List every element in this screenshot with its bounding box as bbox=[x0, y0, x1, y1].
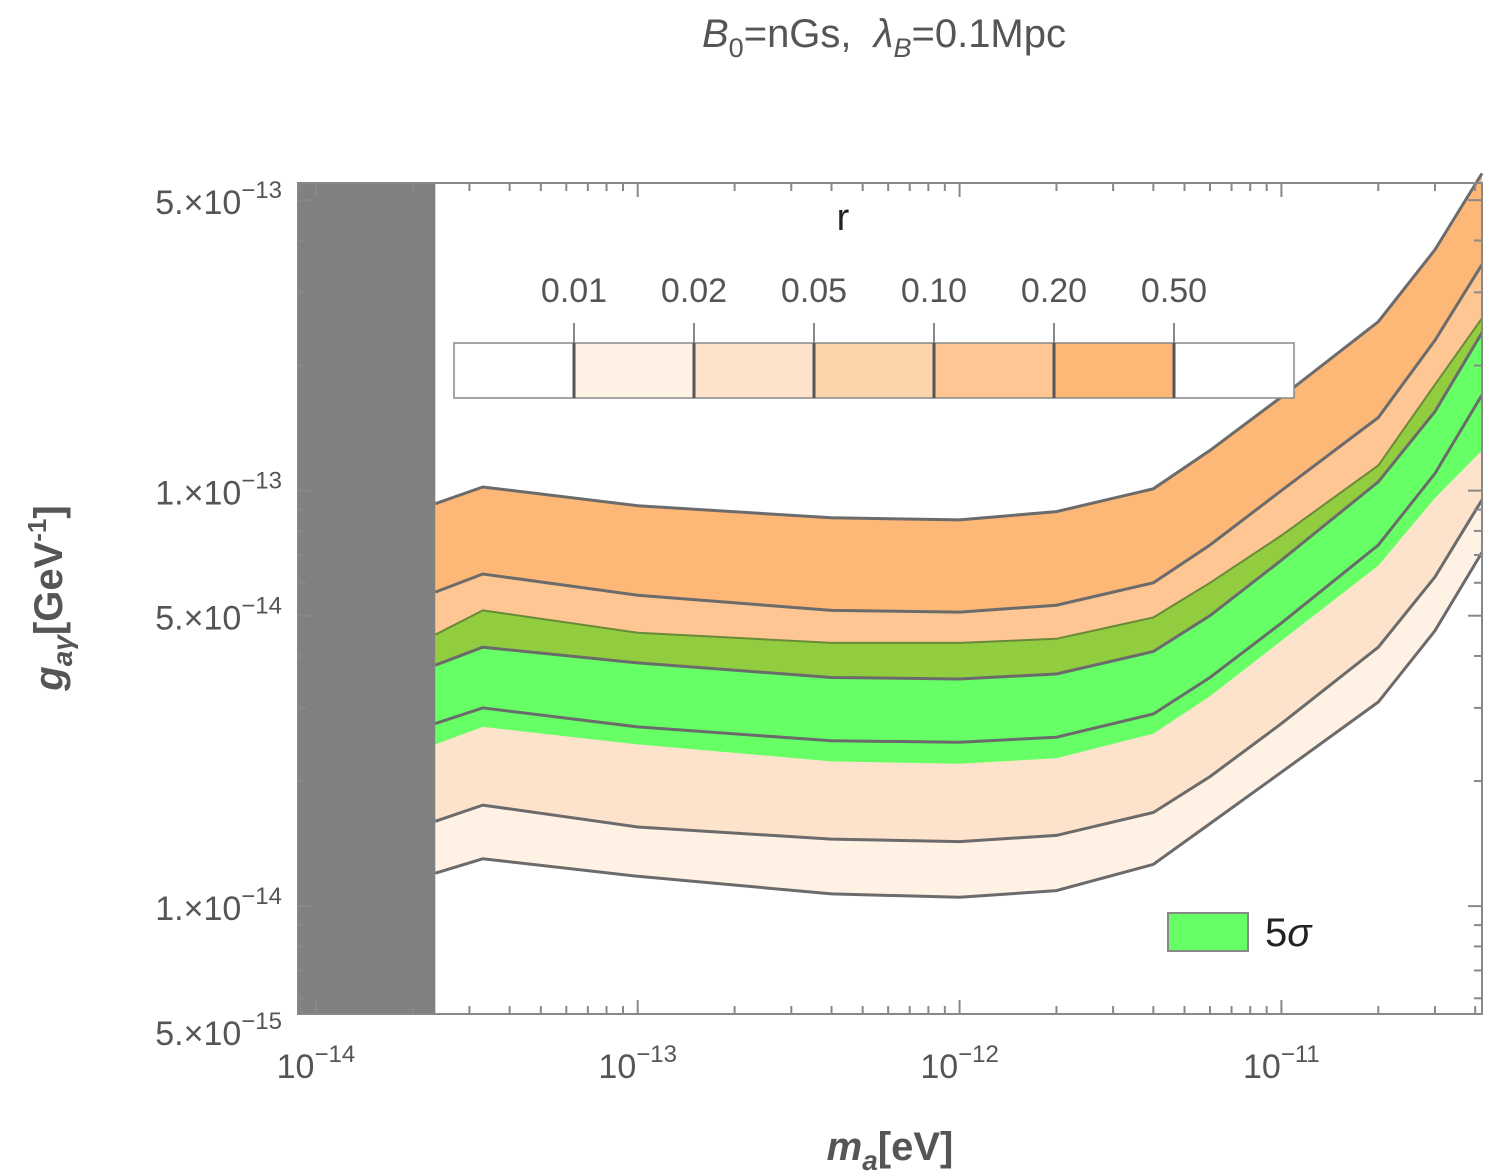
colorbar-swatch bbox=[814, 343, 934, 398]
legend: 5σ bbox=[1167, 911, 1313, 955]
colorbar-border bbox=[453, 342, 1295, 399]
chart-title: B0=nGs, λB=0.1Mpc bbox=[702, 12, 1066, 63]
contour-band-0.02 bbox=[435, 394, 1482, 842]
x-axis-title: ma[eV] bbox=[827, 1125, 954, 1172]
colorbar-label: 0.20 bbox=[1021, 272, 1087, 310]
x-tick-label: 10−14 bbox=[277, 1041, 356, 1086]
colorbar-label: 0.01 bbox=[541, 272, 607, 310]
sigma5-band-lower bbox=[435, 332, 1482, 764]
contour-line-0.01 bbox=[434, 551, 1484, 899]
excluded-region bbox=[298, 183, 436, 1014]
colorbar: r 0.01 0.02 0.05 0.10 0.20 0.50 bbox=[453, 197, 1295, 399]
contour-line-0.20 bbox=[434, 263, 1484, 614]
colorbar-label: 0.05 bbox=[781, 272, 847, 310]
y-tick-label: 5.×10−15 bbox=[155, 1008, 282, 1053]
colorbar-label: 0.10 bbox=[901, 272, 967, 310]
colorbar-label: 0.50 bbox=[1141, 272, 1207, 310]
y-tick-label: 5.×10−14 bbox=[155, 593, 282, 638]
x-tick-label: 10−11 bbox=[1243, 1041, 1320, 1086]
colorbar-label: 0.02 bbox=[661, 272, 727, 310]
x-tick-label: 10−12 bbox=[920, 1041, 999, 1086]
x-tick-label: 10−13 bbox=[598, 1041, 677, 1086]
colorbar-swatch bbox=[934, 343, 1054, 398]
contour-band-0.20 bbox=[435, 173, 1482, 613]
plot-frame bbox=[297, 182, 1483, 1015]
colorbar-swatch bbox=[1174, 343, 1294, 398]
sigma5-upper-edge bbox=[434, 317, 1483, 644]
axis-ticks bbox=[298, 183, 1482, 1014]
legend-label-5sigma: 5σ bbox=[1265, 911, 1313, 955]
y-tick-label: 1.×10−13 bbox=[155, 468, 282, 513]
y-tick-labels: 5.×10−13 1.×10−13 5.×10−14 1.×10−14 5.×1… bbox=[155, 177, 282, 1053]
sigma5-band bbox=[434, 317, 1483, 764]
contour-line-0.50 bbox=[434, 172, 1484, 522]
y-tick-label: 5.×10−13 bbox=[155, 177, 282, 222]
sigma5-band-upper bbox=[435, 318, 1482, 679]
colorbar-swatch bbox=[574, 343, 694, 398]
colorbar-swatch bbox=[454, 343, 574, 398]
contour-line-0.02 bbox=[434, 499, 1484, 844]
legend-swatch-5sigma bbox=[1167, 912, 1249, 952]
colorbar-title: r bbox=[837, 197, 850, 239]
colorbar-swatch bbox=[1054, 343, 1174, 398]
contour-line-0.05 bbox=[434, 394, 1484, 744]
contour-lines bbox=[434, 172, 1484, 899]
x-tick-labels: 10−14 10−13 10−12 10−11 bbox=[277, 1041, 1320, 1086]
colorbar-swatch bbox=[694, 343, 814, 398]
colorbar-swatches bbox=[453, 323, 1295, 399]
y-axis-title: gaγ[GeV-1] bbox=[22, 505, 78, 691]
contour-line-0.10 bbox=[434, 331, 1484, 681]
y-tick-label: 1.×10−14 bbox=[155, 883, 282, 928]
contour-band-0.01 bbox=[435, 499, 1482, 898]
